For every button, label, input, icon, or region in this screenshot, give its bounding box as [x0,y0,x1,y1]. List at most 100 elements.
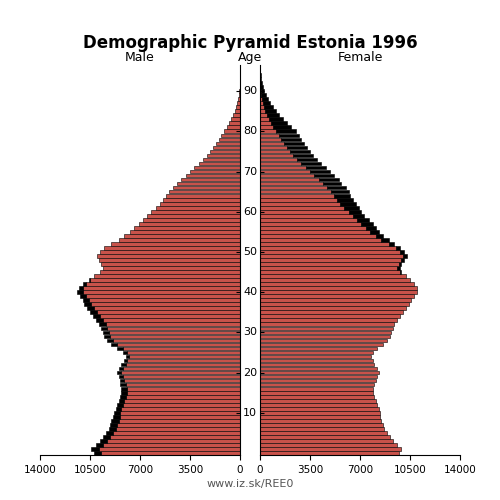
Bar [260,395,374,398]
Bar [203,158,240,162]
Bar [117,346,123,350]
Bar [260,134,278,137]
Bar [260,130,276,133]
Bar [77,290,83,294]
Bar [102,262,240,266]
Bar [260,310,403,314]
Text: 70: 70 [243,166,257,176]
Bar [260,258,402,262]
Bar [260,118,268,121]
Bar [318,178,338,182]
Bar [264,106,273,109]
Bar [236,106,240,109]
Bar [127,358,240,362]
Bar [239,90,240,93]
Bar [260,374,377,378]
Bar [118,238,240,242]
Bar [260,383,374,386]
Bar [238,98,240,101]
Bar [122,407,240,410]
Bar [260,162,302,166]
Bar [117,403,123,406]
Bar [126,395,240,398]
Bar [100,314,240,318]
Bar [370,230,378,234]
Bar [224,130,240,133]
Bar [147,214,240,218]
Bar [260,254,403,258]
Bar [260,202,340,205]
Bar [260,447,402,451]
Bar [127,387,240,390]
Bar [110,423,117,426]
Bar [118,419,240,422]
Bar [107,326,240,330]
Bar [340,202,355,205]
Text: 60: 60 [243,207,257,217]
Bar [230,122,240,125]
Bar [113,338,240,342]
Bar [160,202,240,205]
Bar [124,379,240,382]
Bar [83,282,86,286]
Text: Demographic Pyramid Estonia 1996: Demographic Pyramid Estonia 1996 [82,34,417,52]
Bar [337,198,353,202]
Bar [120,383,126,386]
Bar [403,254,407,258]
Bar [260,419,382,422]
Bar [90,310,97,314]
Bar [107,439,240,443]
Text: Age: Age [238,51,262,64]
Bar [106,322,240,326]
Bar [260,443,397,447]
Bar [166,194,240,198]
Bar [232,118,240,121]
Bar [260,110,265,113]
Bar [260,250,400,254]
Text: 20: 20 [243,368,257,378]
Bar [260,403,377,406]
Bar [362,222,373,226]
Bar [124,234,240,237]
Bar [182,178,240,182]
Bar [122,391,127,394]
Bar [260,142,284,146]
Bar [260,242,388,246]
Bar [120,395,126,398]
Bar [117,423,240,426]
Bar [97,310,240,314]
Bar [260,158,297,162]
Bar [83,298,88,302]
Bar [260,411,380,414]
Bar [260,306,406,310]
Bar [260,415,380,418]
Bar [260,186,327,190]
Bar [260,154,293,158]
Bar [124,399,240,402]
Bar [138,222,240,226]
Bar [261,90,264,93]
Bar [260,81,262,85]
Bar [260,194,334,198]
Text: 10: 10 [243,408,257,418]
Bar [88,278,90,282]
Bar [116,407,121,410]
Bar [152,210,240,214]
Bar [353,214,364,218]
Bar [103,266,240,270]
Bar [122,370,240,374]
Bar [260,146,287,150]
Bar [260,407,378,410]
Bar [293,154,313,158]
Bar [260,174,314,178]
Bar [94,306,240,310]
Bar [108,427,116,430]
Bar [103,318,240,322]
Bar [260,358,373,362]
Bar [113,415,120,418]
Bar [398,262,402,266]
Bar [190,170,240,173]
Bar [120,379,124,382]
Text: 90: 90 [243,86,257,96]
Bar [260,342,383,346]
